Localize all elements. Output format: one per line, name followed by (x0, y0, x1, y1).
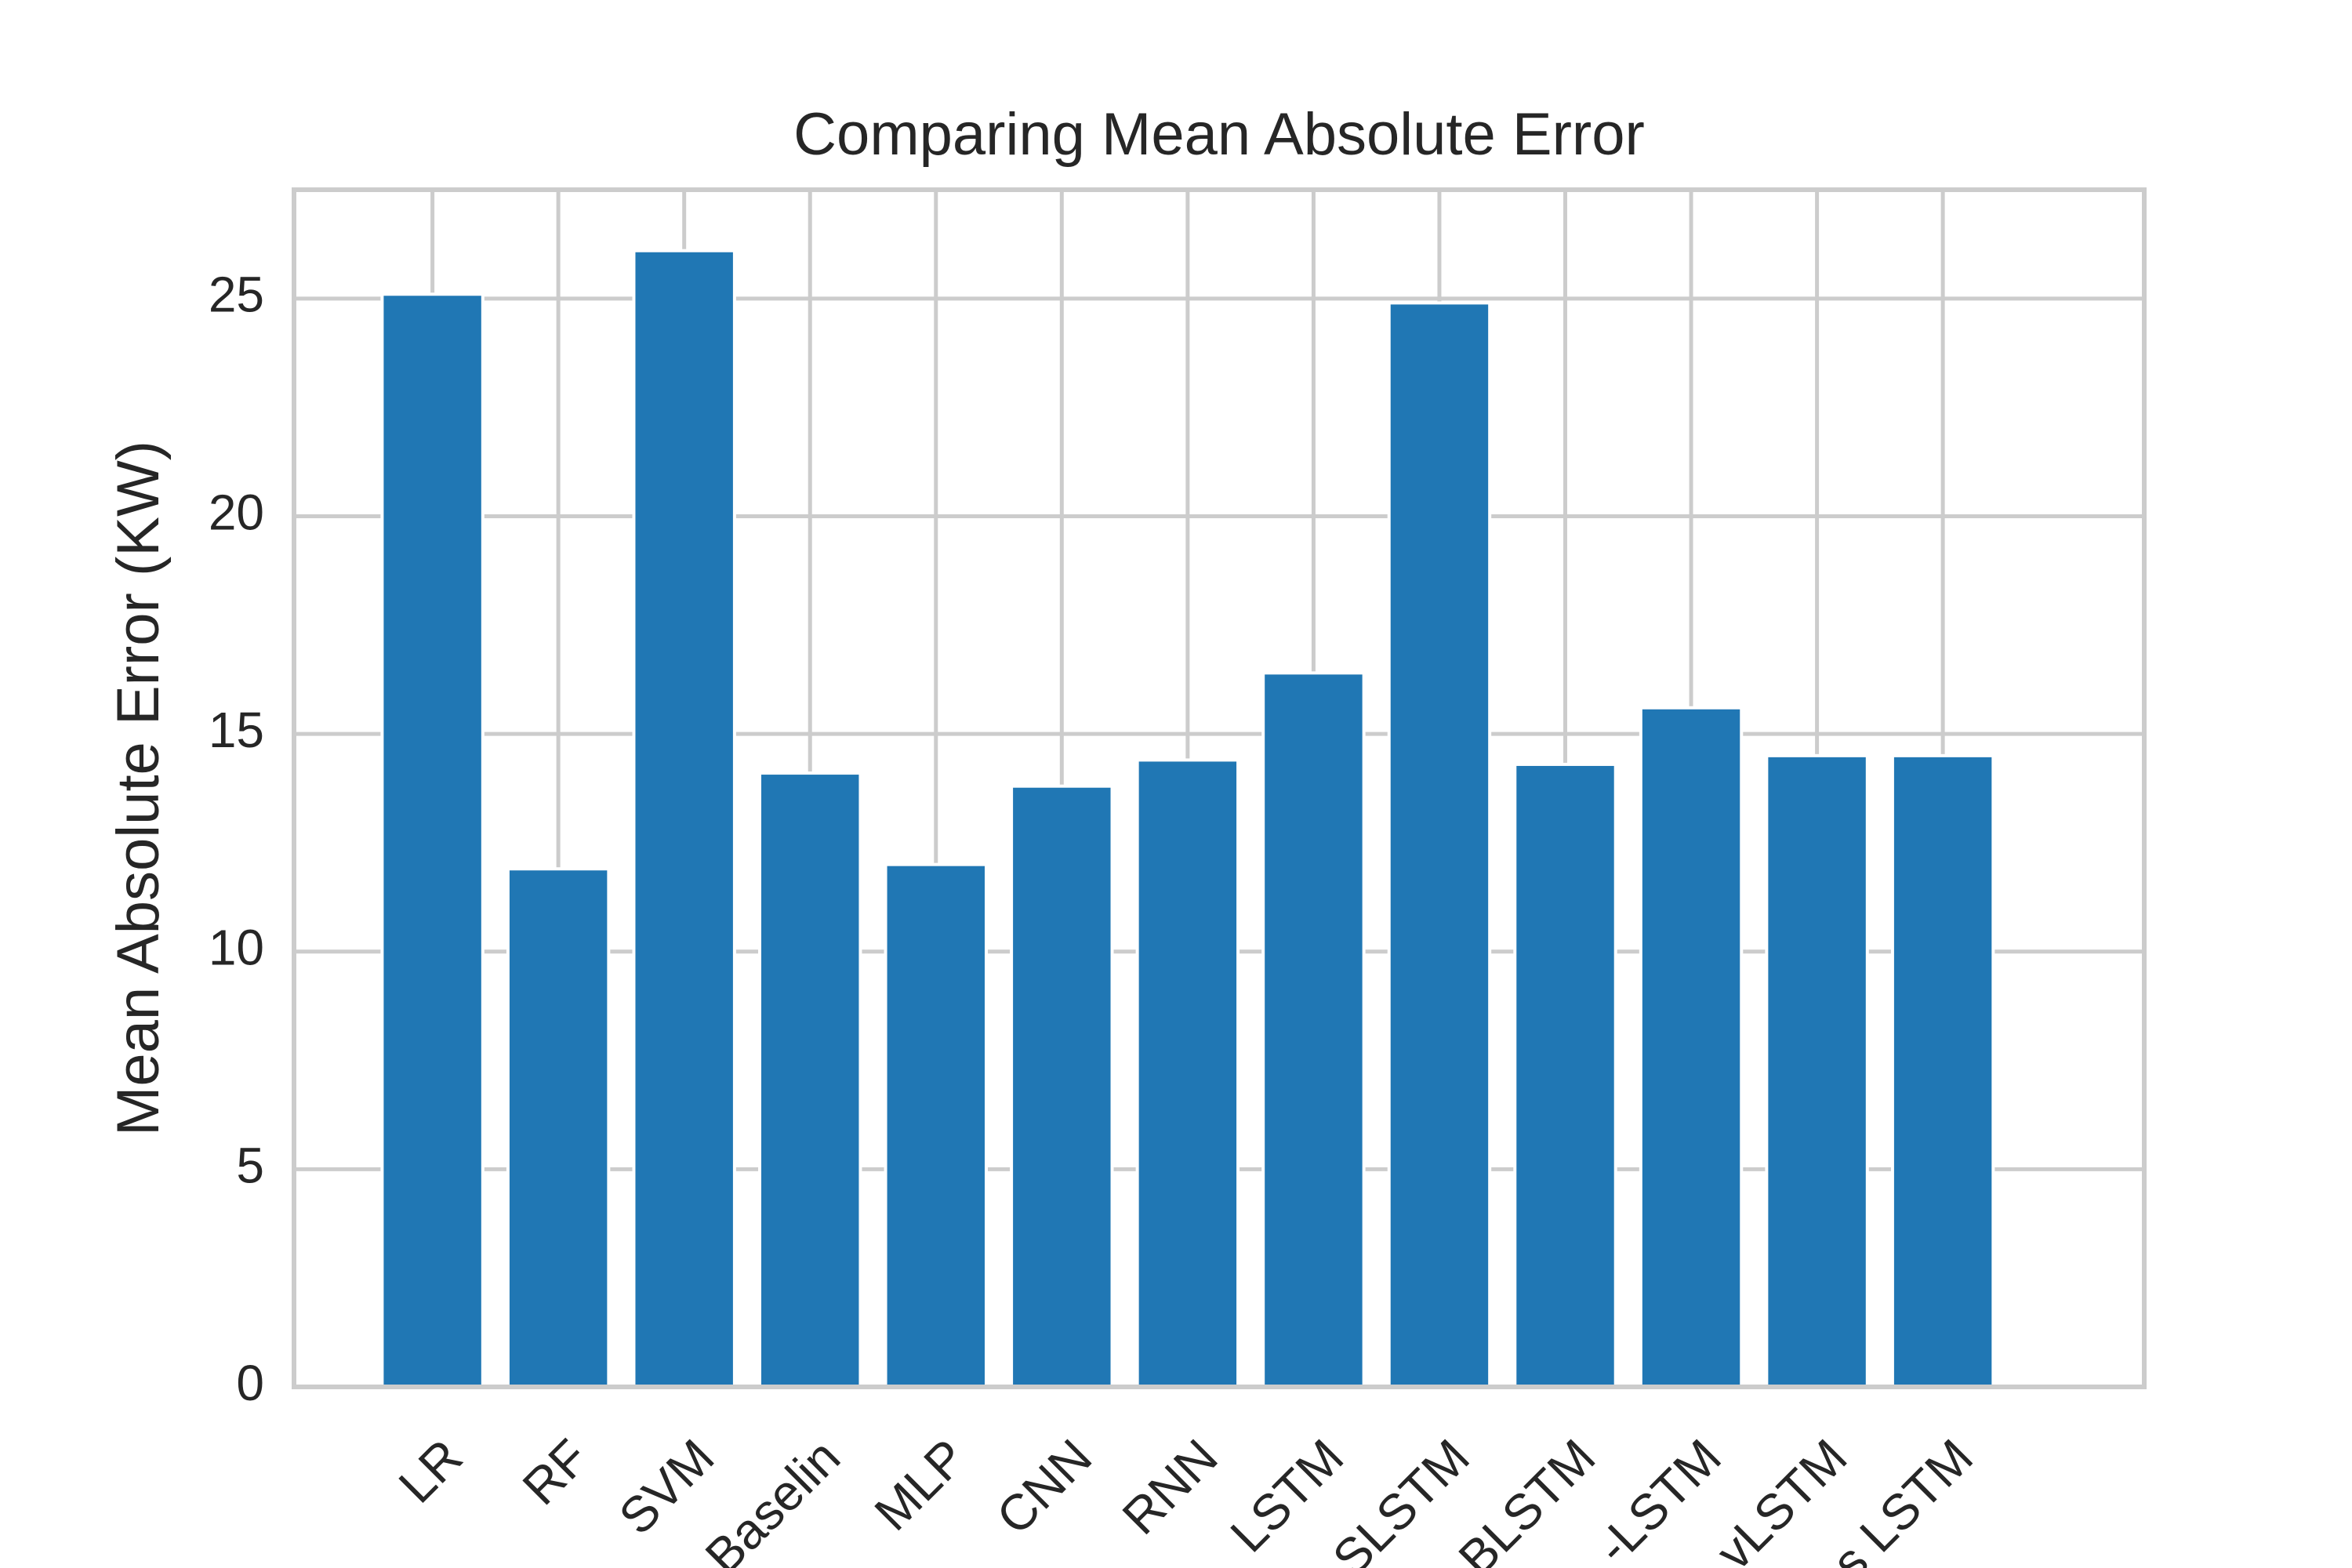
bar (1890, 753, 1995, 1388)
bar (1639, 706, 1744, 1388)
y-tick-label: 20 (209, 484, 264, 540)
bar (1135, 758, 1240, 1388)
bar (884, 862, 988, 1388)
chart-title: Comparing Mean Absolute Error (793, 101, 1645, 168)
y-tick-label: 15 (209, 702, 264, 758)
y-axis-ticks: 0 5 10 15 20 25 (209, 267, 264, 1411)
bar (632, 249, 736, 1389)
bar (506, 867, 611, 1388)
bar (380, 292, 485, 1388)
y-tick-label: 25 (209, 267, 264, 323)
bar (758, 771, 862, 1388)
bar (1010, 784, 1114, 1388)
bar (1261, 671, 1366, 1388)
y-tick-label: 0 (236, 1355, 264, 1411)
plot-frame (292, 187, 2147, 1389)
bars (380, 249, 1995, 1389)
y-tick-label: 5 (236, 1137, 264, 1193)
y-axis-title: Mean Absolute Error (KW) (105, 441, 172, 1136)
bar (1387, 301, 1492, 1389)
bar (1765, 753, 1869, 1388)
y-tick-label: 10 (209, 920, 264, 976)
bar (1513, 762, 1617, 1388)
